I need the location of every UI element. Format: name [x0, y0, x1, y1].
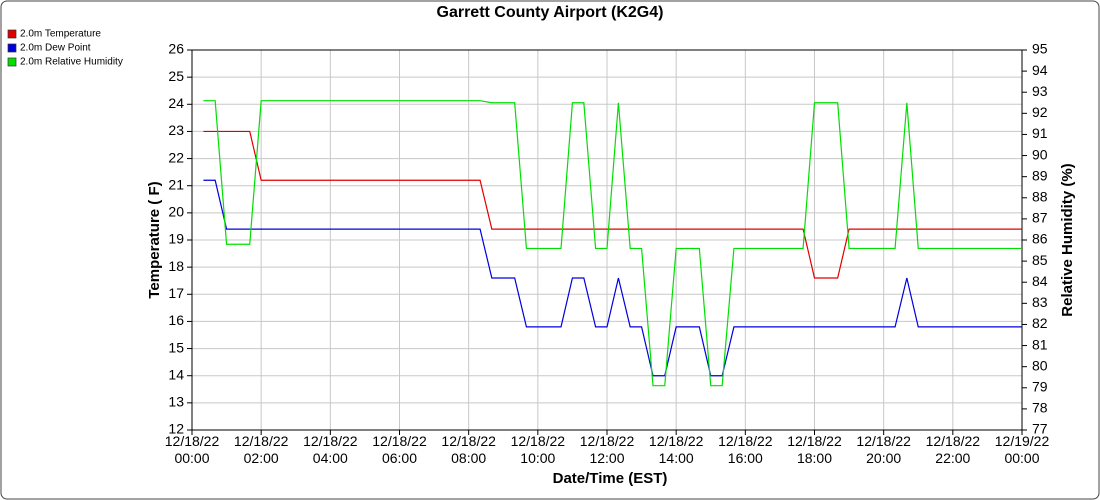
y2-tick-label: 84 [1032, 273, 1048, 289]
y2-tick-label: 93 [1032, 83, 1048, 99]
y2-tick-label: 82 [1032, 315, 1048, 331]
legend-label: 2.0m Temperature [20, 29, 101, 40]
y2-tick-label: 95 [1032, 41, 1048, 57]
y-tick-label: 17 [168, 285, 184, 301]
x-tick-label: 12/18/22 14:00 [648, 433, 704, 466]
legend-label: 2.0m Dew Point [20, 43, 91, 54]
x-tick-label: 12/18/22 18:00 [787, 433, 842, 466]
y2-tick-label: 91 [1032, 125, 1048, 141]
y2-tick-label: 90 [1032, 146, 1048, 162]
x-tick-label: 12/18/22 12:00 [579, 433, 635, 466]
y-tick-label: 14 [168, 366, 184, 382]
y2-tick-label: 94 [1032, 62, 1048, 78]
y-tick-label: 25 [168, 68, 184, 84]
x-tick-label: 12/18/22 02:00 [233, 433, 289, 466]
y-axis-label: Temperature ( F) [146, 181, 163, 298]
y-tick-label: 19 [168, 231, 184, 247]
series-line [203, 100, 1022, 387]
y-tick-label: 20 [168, 204, 184, 220]
y2-tick-label: 92 [1032, 104, 1048, 120]
y2-tick-label: 81 [1032, 336, 1048, 352]
legend-label: 2.0m Relative Humidity [20, 57, 123, 68]
plot-border [191, 49, 1023, 431]
legend-swatch [7, 29, 17, 39]
y-tick-label: 13 [168, 394, 184, 410]
y2-tick-label: 78 [1032, 400, 1048, 416]
chart-title: Garrett County Airport (K2G4) [437, 4, 664, 21]
y-tick-label: 21 [168, 176, 184, 192]
y2-tick-label: 89 [1032, 167, 1048, 183]
y2-tick-label: 86 [1032, 231, 1048, 247]
y2-tick-label: 80 [1032, 357, 1048, 373]
x-tick-label: 12/19/22 00:00 [994, 433, 1050, 466]
x-tick-label: 12/18/22 16:00 [718, 433, 773, 466]
x-tick-label: 12/18/22 22:00 [925, 433, 981, 466]
y-tick-label: 12 [168, 421, 184, 437]
y2-axis-label: Relative Humidity (%) [1059, 163, 1076, 316]
series-line [203, 179, 1022, 377]
x-tick-label: 12/18/22 04:00 [303, 433, 358, 466]
y-tick-label: 23 [168, 122, 184, 138]
y2-tick-label: 79 [1032, 378, 1048, 394]
y2-tick-label: 85 [1032, 252, 1048, 268]
x-tick-label: 12/18/22 08:00 [441, 433, 496, 466]
y2-tick-label: 83 [1032, 294, 1048, 310]
y-tick-label: 26 [168, 41, 184, 57]
y-tick-label: 24 [168, 95, 184, 111]
y2-tick-label: 77 [1032, 421, 1048, 437]
y2-tick-label: 88 [1032, 188, 1048, 204]
x-tick-label: 12/18/22 00:00 [164, 433, 220, 466]
series-line [203, 130, 1022, 279]
y-tick-label: 22 [168, 149, 184, 165]
y-tick-label: 18 [168, 258, 184, 274]
legend-swatch [7, 57, 17, 67]
legend-swatch [7, 43, 17, 53]
x-axis-label: Date/Time (EST) [553, 470, 668, 487]
y-tick-label: 15 [168, 339, 184, 355]
x-tick-label: 12/18/22 06:00 [372, 433, 427, 466]
x-tick-label: 12/18/22 10:00 [510, 433, 566, 466]
y-tick-label: 16 [168, 312, 184, 328]
y2-tick-label: 87 [1032, 210, 1048, 226]
x-tick-label: 12/18/22 20:00 [856, 433, 911, 466]
